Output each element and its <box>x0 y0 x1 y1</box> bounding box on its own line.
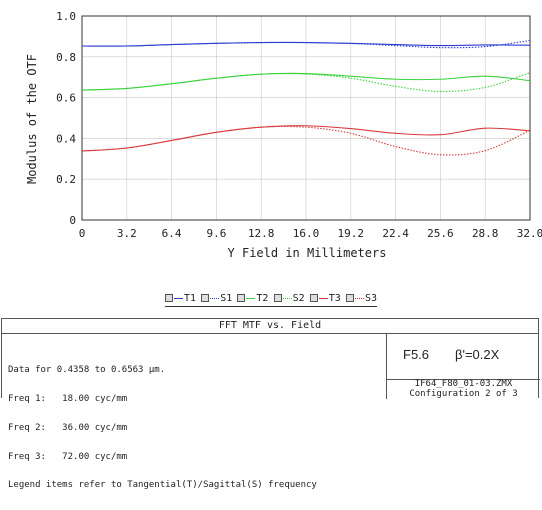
x-tick-label: 3.2 <box>117 227 137 240</box>
x-tick-label: 28.8 <box>472 227 499 240</box>
legend-line-swatch <box>318 297 328 299</box>
series-t2-line <box>81 72 531 91</box>
legend-line-swatch <box>354 297 364 299</box>
series-s3-line <box>81 125 531 156</box>
axes <box>81 15 531 221</box>
panel-title: FFT MTF vs. Field <box>2 319 538 334</box>
f-number: F5.6 <box>403 347 430 362</box>
legend-line-swatch <box>246 297 256 299</box>
x-tick-label: 25.6 <box>427 227 454 240</box>
x-tick-label: 32.0 <box>517 227 542 240</box>
info-line: Data for 0.4358 to 0.6563 µm. <box>8 365 166 376</box>
y-tick-label: 0.6 <box>56 92 76 105</box>
info-line: Freq 1: 18.00 cyc/mm <box>8 393 128 404</box>
legend-item-t2: T2 <box>237 293 268 304</box>
legend-marker-icon <box>309 294 318 302</box>
info-line: Legend items refer to Tangential(T)/Sagi… <box>8 480 317 491</box>
legend-label: S1 <box>220 292 233 304</box>
legend-marker-icon <box>345 294 354 302</box>
y-axis-label: Modulus of the OTF <box>25 54 39 184</box>
x-tick-label: 6.4 <box>162 227 182 240</box>
legend-marker-icon <box>165 294 173 302</box>
mtf-chart: 0 3.2 6.4 9.6 12.8 16.0 19.2 22.4 25.6 28.8 32.0 0 0… <box>25 10 542 260</box>
legend-marker-icon <box>237 294 246 302</box>
series-group <box>81 39 531 156</box>
legend-label: T2 <box>256 292 269 304</box>
x-axis-label: Y Field in Millimeters <box>228 246 387 260</box>
tick-labels: 0 3.2 6.4 9.6 12.8 16.0 19.2 22.4 25.6 28.8 32.0 0 0… <box>56 10 542 240</box>
legend-item-s1: S1 <box>201 293 232 304</box>
info-line: Freq 2: 36.00 cyc/mm <box>8 422 128 433</box>
legend-label: T1 <box>184 292 197 304</box>
magnification: β'=0.2X <box>455 347 500 362</box>
y-tick-label: 0.4 <box>56 132 76 145</box>
y-tick-label: 0.8 <box>56 51 76 64</box>
grid <box>81 15 531 221</box>
x-tick-label: 16.0 <box>293 227 320 240</box>
legend: T1 S1 T2 S2 T3 S3 <box>165 291 377 307</box>
x-tick-label: 19.2 <box>338 227 365 240</box>
x-tick-label: 9.6 <box>206 227 226 240</box>
legend-item-t3: T3 <box>309 292 341 304</box>
lens-spec-box: F5.6 β'=0.2X <box>386 334 540 380</box>
legend-item-t1: T1 <box>165 293 196 304</box>
info-panel: FFT MTF vs. Field Data for 0.4358 to 0.6… <box>1 318 540 490</box>
legend-line-swatch <box>174 297 183 299</box>
x-tick-label: 12.8 <box>248 227 275 240</box>
legend-item-s2: S2 <box>273 292 305 304</box>
configuration: Configuration 2 of 3 <box>409 388 518 399</box>
legend-marker-icon <box>201 294 210 302</box>
series-t1-line <box>81 41 531 47</box>
info-line: Freq 3: 72.00 cyc/mm <box>8 451 128 462</box>
x-tick-label: 0 <box>79 227 86 240</box>
legend-marker-icon <box>273 294 282 302</box>
legend-line-swatch <box>210 297 220 299</box>
legend-label: T3 <box>328 292 341 304</box>
analysis-info: Data for 0.4358 to 0.6563 µm. Freq 1: 18… <box>8 347 317 510</box>
y-tick-label: 0 <box>69 214 76 227</box>
file-name: IF64_F80_01-03.ZMX <box>414 379 513 389</box>
x-tick-label: 22.4 <box>382 227 409 240</box>
legend-item-s3: S3 <box>345 292 377 304</box>
legend-line-swatch <box>282 297 292 299</box>
legend-label: S3 <box>364 292 377 304</box>
y-tick-label: 0.2 <box>56 173 76 186</box>
plot-frame <box>81 15 531 221</box>
y-tick-label: 1.0 <box>56 10 76 23</box>
legend-label: S2 <box>292 292 305 304</box>
file-info-box: IF64_F80_01-03.ZMX Configuration 2 of 3 <box>386 379 540 399</box>
series-t3-line <box>81 125 531 152</box>
